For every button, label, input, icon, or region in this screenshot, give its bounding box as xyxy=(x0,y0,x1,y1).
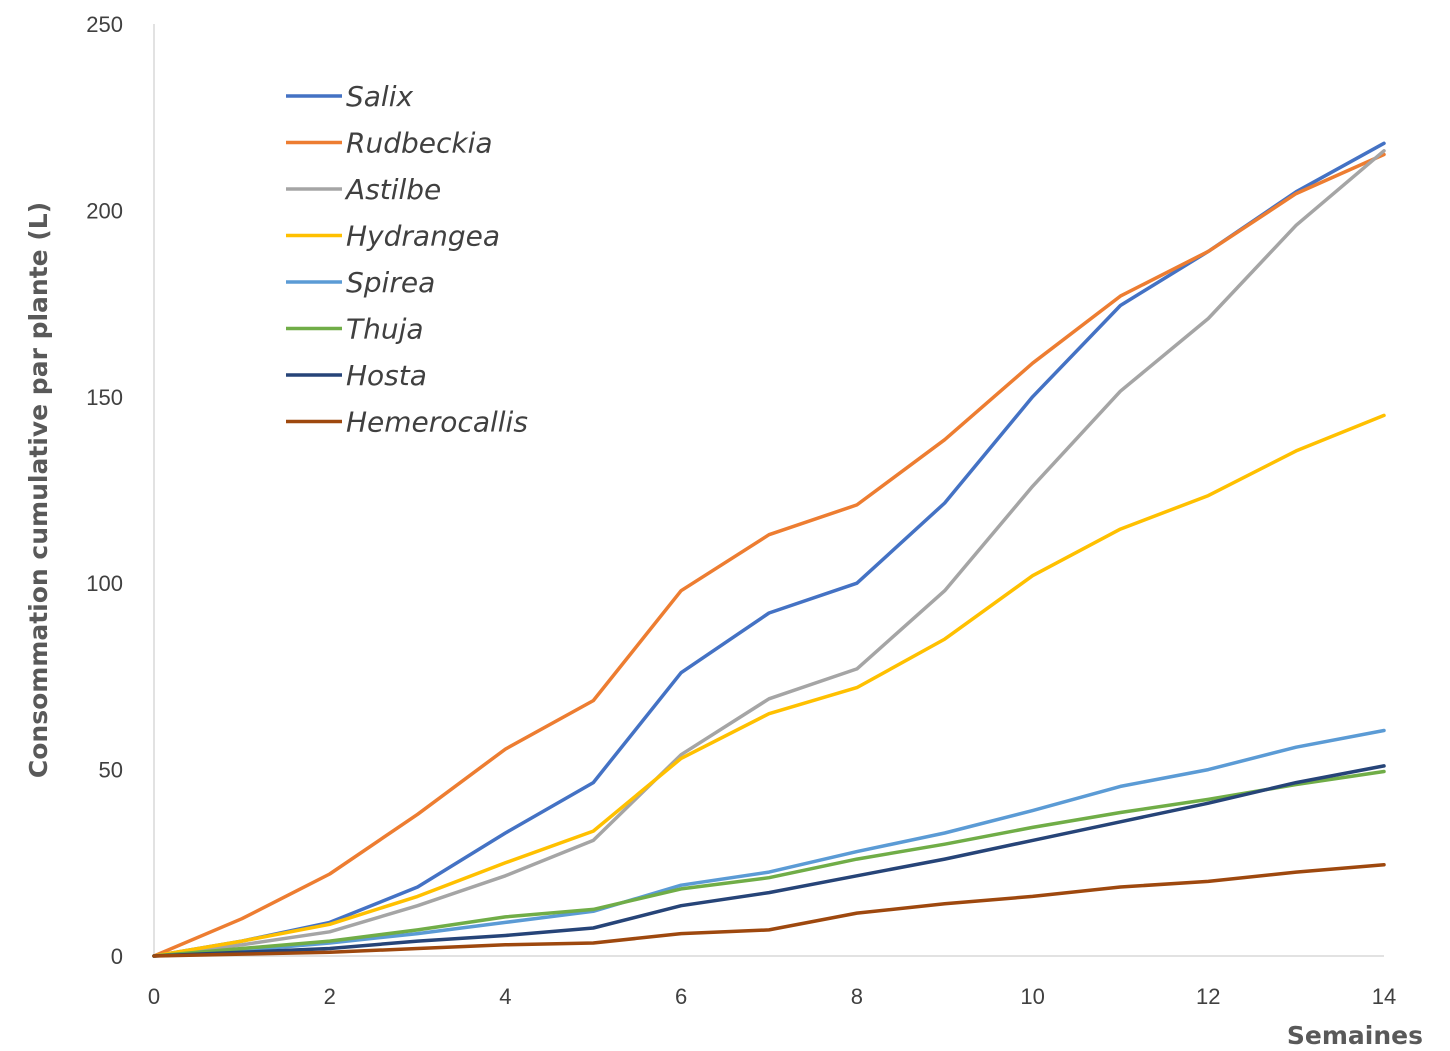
legend-item: Astilbe xyxy=(286,173,441,206)
series-line-thuja xyxy=(152,769,1386,958)
x-tick-label: 14 xyxy=(1372,984,1396,1009)
y-tick-label: 100 xyxy=(86,571,123,596)
x-tick-labels: 0 2 4 6 8 10 12 14 xyxy=(148,984,1396,1009)
series-line-rudbeckia xyxy=(152,152,1386,958)
x-tick-label: 4 xyxy=(499,984,511,1009)
y-tick-label: 50 xyxy=(99,758,123,783)
x-tick-label: 8 xyxy=(851,984,863,1009)
series-line-hosta xyxy=(152,764,1386,958)
series-line-salix xyxy=(152,141,1386,958)
y-tick-label: 200 xyxy=(86,198,123,223)
legend-item: Hosta xyxy=(286,359,427,392)
x-tick-label: 6 xyxy=(675,984,687,1009)
x-tick-label: 10 xyxy=(1020,984,1044,1009)
y-tick-label: 0 xyxy=(111,944,123,969)
series-lines xyxy=(152,141,1386,958)
x-axis-title: Semaines xyxy=(1287,1021,1423,1050)
axes xyxy=(153,24,1384,957)
series-line-hemerocallis xyxy=(152,862,1386,958)
x-tick-label: 12 xyxy=(1196,984,1220,1009)
series-line-hydrangea xyxy=(152,413,1386,958)
legend-label: Salix xyxy=(346,80,413,113)
legend-label: Spirea xyxy=(346,266,435,299)
x-tick-label: 0 xyxy=(148,984,160,1009)
series-line-spirea xyxy=(152,728,1386,958)
legend-label: Hosta xyxy=(346,359,427,392)
legend-item: Salix xyxy=(286,80,413,113)
legend-label: Thuja xyxy=(346,313,424,346)
x-tick-label: 2 xyxy=(324,984,336,1009)
legend-item: Hydrangea xyxy=(286,220,500,253)
y-tick-label: 150 xyxy=(86,385,123,410)
legend-label: Hydrangea xyxy=(346,220,500,253)
y-tick-labels: 0 50 100 150 200 250 xyxy=(86,12,123,969)
legend-item: Hemerocallis xyxy=(286,406,528,439)
legend-item: Spirea xyxy=(286,266,435,299)
legend-label: Rudbeckia xyxy=(346,127,493,160)
legend-item: Rudbeckia xyxy=(286,127,493,160)
series-line-astilbe xyxy=(152,149,1386,958)
legend: Salix Rudbeckia Astilbe Hydrangea Spirea Thuj… xyxy=(286,80,528,439)
legend-item: Thuja xyxy=(286,313,424,346)
y-tick-label: 250 xyxy=(86,12,123,37)
legend-label: Hemerocallis xyxy=(346,406,528,439)
y-axis-title: Consommation cumulative par plante (L) xyxy=(24,202,53,778)
legend-label: Astilbe xyxy=(344,173,441,206)
